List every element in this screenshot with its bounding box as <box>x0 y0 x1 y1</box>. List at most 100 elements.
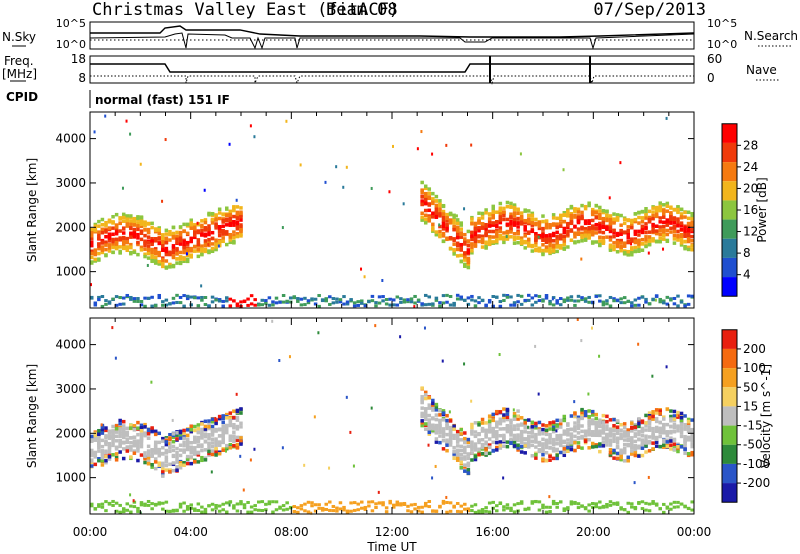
range-cell <box>193 508 197 512</box>
range-cell <box>420 199 424 203</box>
range-cell <box>647 425 652 429</box>
range-cell <box>111 232 115 237</box>
range-cell <box>555 230 559 235</box>
range-cell <box>104 240 108 244</box>
range-cell <box>107 451 112 455</box>
range-cell <box>225 416 229 420</box>
range-cell <box>210 470 213 474</box>
range-cell <box>143 451 147 455</box>
range-cell <box>459 253 464 258</box>
range-cell <box>562 418 567 423</box>
range-cell <box>523 444 527 448</box>
range-cell <box>153 250 158 255</box>
range-cell <box>608 453 613 457</box>
range-cell <box>470 422 474 427</box>
range-cell <box>583 297 588 301</box>
range-cell <box>370 186 373 190</box>
range-cell <box>537 508 542 512</box>
range-cell <box>189 223 193 228</box>
range-cell <box>423 326 426 330</box>
range-cell <box>598 354 601 358</box>
range-cell <box>662 215 666 219</box>
range-cell <box>527 434 531 439</box>
range-cell <box>544 245 549 249</box>
range-cell <box>576 415 581 420</box>
range-cell <box>182 431 186 435</box>
range-cell <box>686 419 691 424</box>
range-cell <box>551 449 556 453</box>
range-cell <box>228 421 233 426</box>
range-cell <box>679 300 684 304</box>
range-cell <box>97 242 101 246</box>
search-tick-low: 10^0 <box>707 38 737 51</box>
range-cell <box>235 427 240 431</box>
range-cell <box>90 452 94 456</box>
range-cell <box>111 326 114 330</box>
range-cell <box>679 212 684 216</box>
range-cell <box>370 406 373 410</box>
range-cell <box>399 502 403 506</box>
range-cell <box>93 462 98 467</box>
range-cell <box>665 201 670 206</box>
range-cell <box>608 451 613 455</box>
range-cell <box>651 210 655 214</box>
range-cell <box>235 438 240 442</box>
range-cell <box>640 242 645 246</box>
range-cell <box>146 456 151 461</box>
range-cell <box>647 235 652 239</box>
range-cell <box>672 225 677 230</box>
range-cell <box>441 438 446 443</box>
range-cell <box>480 216 485 220</box>
range-cell <box>214 443 218 447</box>
range-cell <box>519 437 524 442</box>
range-cell <box>335 297 339 301</box>
range-cell <box>409 510 414 514</box>
range-cell <box>420 194 424 198</box>
range-cell <box>658 434 662 439</box>
range-cell <box>676 429 680 433</box>
range-cell <box>299 297 304 301</box>
range-cell <box>356 508 360 512</box>
range-cell <box>132 428 137 432</box>
range-cell <box>534 300 538 304</box>
range-cell <box>615 215 620 220</box>
range-cell <box>370 299 375 303</box>
range-cell <box>264 299 268 303</box>
range-cell <box>441 447 446 451</box>
range-cell <box>239 436 243 440</box>
range-cell <box>143 252 147 257</box>
range-cell <box>548 302 552 306</box>
range-cell <box>196 502 201 506</box>
range-cell <box>136 221 140 226</box>
range-cell <box>338 507 343 511</box>
range-cell <box>338 501 343 505</box>
range-cell <box>491 210 495 215</box>
range-cell <box>452 456 456 461</box>
range-cell <box>221 508 225 512</box>
range-cell <box>654 435 659 440</box>
range-cell <box>601 239 606 243</box>
range-cell <box>537 448 542 452</box>
range-cell <box>534 240 538 245</box>
range-cell <box>615 431 620 436</box>
range-cell <box>431 197 435 201</box>
range-cell <box>647 239 652 244</box>
range-cell <box>576 445 581 449</box>
range-cell <box>310 297 314 301</box>
range-cell <box>647 421 652 426</box>
range-cell <box>193 231 197 235</box>
range-cell <box>477 452 481 457</box>
range-cell <box>487 445 492 449</box>
range-cell <box>523 437 527 442</box>
range-cell <box>97 298 101 302</box>
range-cell <box>637 233 641 237</box>
range-cell <box>644 244 648 249</box>
range-cell <box>107 233 112 238</box>
range-cell <box>598 221 602 226</box>
range-cell <box>97 504 101 508</box>
colorbar-swatch <box>722 463 737 484</box>
range-cell <box>232 409 236 413</box>
range-cell <box>651 206 655 210</box>
range-cell <box>299 504 304 508</box>
